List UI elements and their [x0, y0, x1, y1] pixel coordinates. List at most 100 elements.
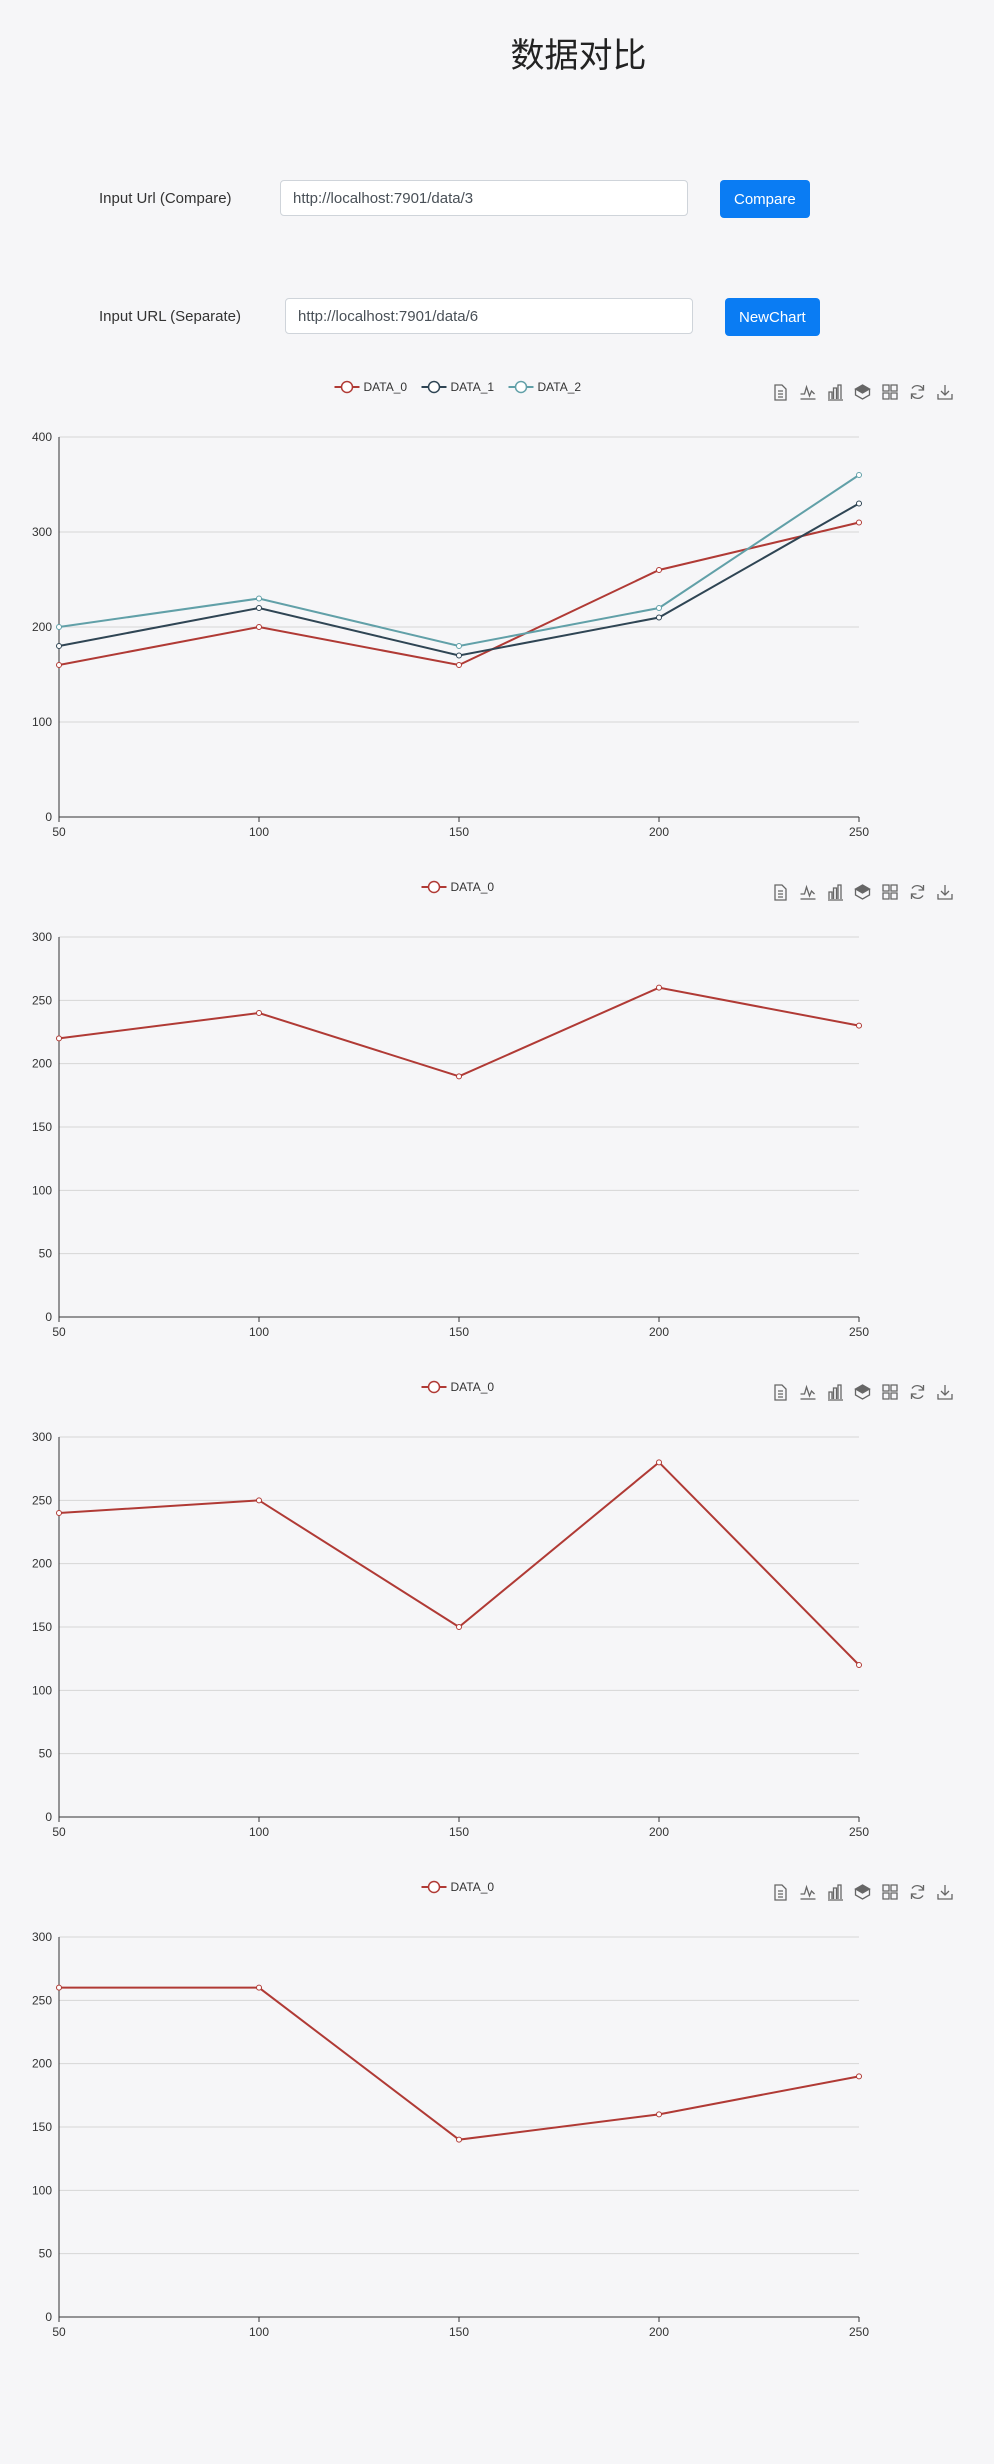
legend-label: DATA_1 — [451, 380, 495, 394]
restore-icon[interactable] — [908, 882, 928, 902]
data-point[interactable] — [656, 567, 662, 573]
x-tick-label: 50 — [52, 2325, 66, 2339]
data-point[interactable] — [856, 500, 862, 507]
line-icon[interactable] — [798, 382, 818, 402]
data-point[interactable] — [56, 1510, 62, 1516]
legend-item[interactable]: DATA_0 — [334, 380, 408, 394]
bar-icon[interactable] — [825, 1882, 845, 1902]
compare-button[interactable]: Compare — [720, 180, 810, 218]
restore-icon[interactable] — [908, 382, 928, 402]
legend-item[interactable]: DATA_1 — [421, 380, 495, 394]
legend-label: DATA_0 — [451, 880, 495, 894]
data-point[interactable] — [256, 595, 262, 602]
data-point[interactable] — [56, 1035, 62, 1042]
x-tick-label: 200 — [649, 1325, 669, 1339]
x-tick-label: 100 — [249, 825, 269, 839]
data-view-icon[interactable] — [770, 382, 790, 402]
data-point[interactable] — [456, 1073, 462, 1080]
separate-form: Input URL (Separate) NewChart — [0, 298, 994, 338]
data-point[interactable] — [856, 1022, 862, 1029]
y-tick-label: 300 — [32, 525, 52, 539]
chart-2: 0 50 100 150 200 250 300 50 100 150 200 250 DATA_0 — [0, 1375, 994, 1855]
line-icon[interactable] — [798, 882, 818, 902]
data-point[interactable] — [656, 2111, 662, 2118]
y-tick-label: 0 — [45, 2310, 52, 2324]
new-chart-button[interactable]: NewChart — [725, 298, 820, 336]
compare-form: Input Url (Compare) Compare — [0, 180, 994, 220]
y-tick-label: 400 — [32, 430, 52, 444]
data-point[interactable] — [256, 1010, 262, 1016]
stack-icon[interactable] — [853, 1382, 873, 1402]
separate-url-input[interactable] — [285, 298, 693, 334]
separate-url-label: Input URL (Separate) — [99, 308, 242, 325]
save-image-icon[interactable] — [935, 1882, 955, 1902]
x-tick-label: 250 — [849, 1825, 869, 1839]
data-point[interactable] — [56, 624, 62, 630]
y-tick-label: 300 — [32, 930, 52, 944]
x-tick-label: 250 — [849, 825, 869, 839]
data-point[interactable] — [456, 2136, 462, 2143]
bar-icon[interactable] — [825, 382, 845, 402]
legend-item[interactable]: DATA_0 — [421, 880, 495, 894]
tiled-icon[interactable] — [880, 1382, 900, 1402]
data-point[interactable] — [656, 984, 662, 991]
y-tick-label: 100 — [32, 715, 52, 729]
line-icon[interactable] — [798, 1382, 818, 1402]
data-point[interactable] — [656, 1459, 662, 1466]
y-tick-label: 250 — [32, 1493, 52, 1507]
data-point[interactable] — [256, 1984, 262, 1991]
data-view-icon[interactable] — [770, 1382, 790, 1402]
data-point[interactable] — [856, 2073, 862, 2080]
data-point[interactable] — [856, 1662, 862, 1668]
restore-icon[interactable] — [908, 1882, 928, 1902]
legend-item[interactable]: DATA_0 — [421, 1880, 495, 1894]
data-point[interactable] — [56, 662, 62, 668]
legend-item[interactable]: DATA_2 — [508, 380, 582, 394]
tiled-icon[interactable] — [880, 882, 900, 902]
x-tick-label: 100 — [249, 1325, 269, 1339]
data-point[interactable] — [256, 1497, 262, 1504]
data-point[interactable] — [456, 1624, 462, 1630]
data-point[interactable] — [856, 519, 862, 526]
stack-icon[interactable] — [853, 882, 873, 902]
bar-icon[interactable] — [825, 1382, 845, 1402]
line-icon[interactable] — [798, 1882, 818, 1902]
y-tick-label: 300 — [32, 1430, 52, 1444]
data-point[interactable] — [456, 643, 462, 649]
y-tick-label: 0 — [45, 1310, 52, 1324]
data-point[interactable] — [256, 624, 262, 630]
save-image-icon[interactable] — [935, 1382, 955, 1402]
data-point[interactable] — [56, 643, 62, 649]
legend-item[interactable]: DATA_0 — [421, 1380, 495, 1394]
restore-icon[interactable] — [908, 1382, 928, 1402]
data-point[interactable] — [256, 605, 262, 611]
tiled-icon[interactable] — [880, 382, 900, 402]
save-image-icon[interactable] — [935, 382, 955, 402]
stack-icon[interactable] — [853, 382, 873, 402]
x-tick-label: 250 — [849, 2325, 869, 2339]
data-point[interactable] — [56, 1984, 62, 1991]
legend-label: DATA_0 — [451, 1880, 495, 1894]
data-point[interactable] — [656, 605, 662, 611]
legend-label: DATA_2 — [538, 380, 582, 394]
x-tick-label: 200 — [649, 1825, 669, 1839]
tiled-icon[interactable] — [880, 1882, 900, 1902]
save-image-icon[interactable] — [935, 882, 955, 902]
data-point[interactable] — [656, 614, 662, 621]
data-point[interactable] — [856, 472, 862, 478]
chart-3: 0 50 100 150 200 250 300 50 100 150 200 250 DATA_0 — [0, 1875, 994, 2355]
data-view-icon[interactable] — [770, 1882, 790, 1902]
compare-url-input[interactable] — [280, 180, 688, 216]
data-point[interactable] — [456, 662, 462, 668]
stack-icon[interactable] — [853, 1882, 873, 1902]
y-tick-label: 50 — [39, 2247, 53, 2261]
y-tick-label: 250 — [32, 1993, 52, 2007]
data-point[interactable] — [456, 652, 462, 659]
x-tick-label: 150 — [449, 1325, 469, 1339]
bar-icon[interactable] — [825, 882, 845, 902]
data-view-icon[interactable] — [770, 882, 790, 902]
x-tick-label: 100 — [249, 2325, 269, 2339]
x-tick-label: 100 — [249, 1825, 269, 1839]
chart-0: 0 100 200 300 400 50 100 150 200 250 DATA_0 DATA_1 D… — [0, 375, 994, 855]
